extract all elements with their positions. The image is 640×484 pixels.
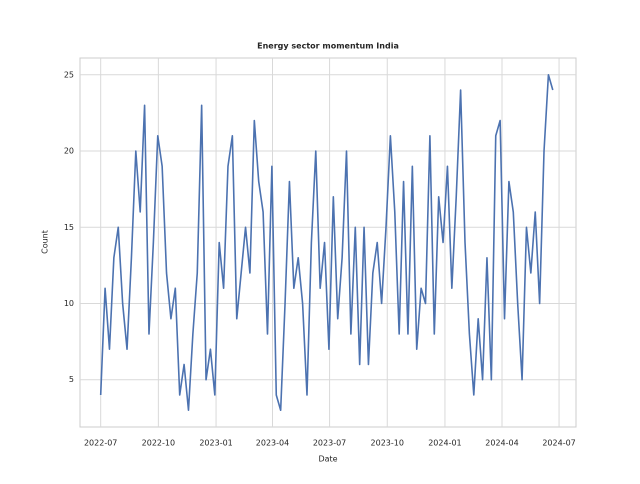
y-tick-label: 20: [64, 147, 74, 156]
y-tick-label: 10: [64, 299, 74, 308]
data-line: [99, 73, 554, 412]
x-tick-label: 2023-04: [256, 439, 289, 448]
y-tick-label: 15: [64, 223, 74, 232]
x-tick-label: 2024-07: [542, 439, 575, 448]
x-tick-label: 2022-10: [142, 439, 175, 448]
x-axis-label: Date: [318, 455, 337, 464]
y-tick-label: 5: [69, 375, 74, 384]
y-tick-label: 25: [64, 70, 74, 79]
x-tick-label: 2024-04: [485, 439, 518, 448]
chart-title: Energy sector momentum India: [257, 42, 399, 51]
x-tick-label: 2023-07: [313, 439, 346, 448]
x-tick-label: 2024-01: [428, 439, 461, 448]
x-tick-label: 2023-01: [199, 439, 232, 448]
x-tick-label: 2022-07: [84, 439, 117, 448]
y-axis-label: Count: [41, 230, 50, 254]
x-tick-label: 2023-10: [371, 439, 404, 448]
